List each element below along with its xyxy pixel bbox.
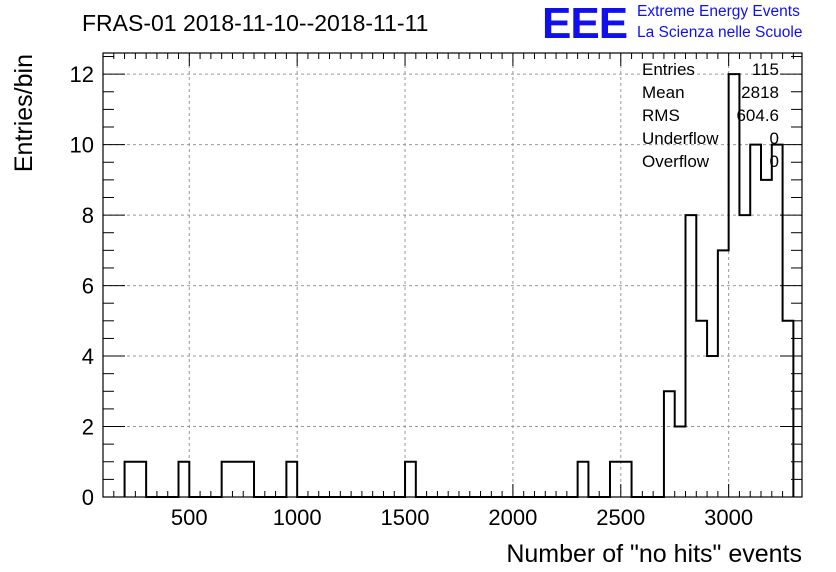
histogram-bin-1500: [405, 462, 416, 497]
y-tick-label-4: 4: [82, 344, 94, 369]
histogram-bin-2850: [696, 321, 707, 497]
histogram-bin-3200: [772, 145, 783, 497]
histogram-bin-700: [232, 462, 243, 497]
stat-value-entries: 115: [751, 60, 779, 79]
histogram-bin-250: [135, 462, 146, 497]
x-tick-label-500: 500: [171, 505, 208, 530]
x-tick-label-2500: 2500: [596, 505, 645, 530]
grid-lines: [103, 53, 802, 497]
plot-frame: [102, 52, 803, 498]
chart-title: FRAS-01 2018-11-10--2018-11-11: [82, 10, 429, 36]
histogram-bin-2750: [675, 427, 686, 497]
stat-label-underflow: Underflow: [642, 129, 719, 148]
tick-labels: 500 1000 1500 2000 2500 3000 0 2 4 6 8 10 12: [70, 62, 754, 530]
histogram-bin-2700: [664, 391, 675, 497]
histogram-bin-2500: [621, 462, 632, 497]
logo-text-line1: Extreme Energy Events: [637, 3, 800, 20]
histogram-bin-950: [286, 462, 297, 497]
histogram-bin-750: [243, 462, 254, 497]
stat-value-rms: 604.6: [736, 106, 779, 125]
stat-value-overflow: 0: [769, 152, 779, 171]
logo-text-line2: La Scienza nelle Scuole: [637, 24, 803, 41]
stat-label-mean: Mean: [642, 83, 685, 102]
y-tick-label-12: 12: [70, 62, 94, 87]
axes: [102, 52, 803, 498]
y-tick-label-10: 10: [70, 133, 94, 158]
stat-value-mean: 2818: [741, 83, 779, 102]
histogram-bin-2450: [610, 462, 621, 497]
histogram-bin-450: [179, 462, 190, 497]
y-tick-label-6: 6: [82, 274, 94, 299]
x-tick-label-3000: 3000: [704, 505, 753, 530]
y-tick-label-2: 2: [82, 415, 94, 440]
histogram-bin-3150: [761, 180, 772, 497]
histogram-bin-3100: [750, 145, 761, 497]
eee-logo: EEE: [542, 0, 628, 48]
histogram-bin-2950: [718, 250, 729, 497]
y-tick-label-0: 0: [82, 485, 94, 510]
stat-label-rms: RMS: [642, 106, 680, 125]
x-axis-label: Number of "no hits" events: [506, 540, 802, 568]
stat-label-overflow: Overflow: [642, 152, 710, 171]
stat-label-entries: Entries: [642, 60, 695, 79]
histogram-bin-2300: [578, 462, 589, 497]
y-tick-label-8: 8: [82, 203, 94, 228]
y-axis-label: Entries/bin: [10, 54, 38, 172]
x-tick-label-2000: 2000: [488, 505, 537, 530]
x-tick-label-1000: 1000: [273, 505, 322, 530]
histogram-bin-650: [222, 462, 233, 497]
x-tick-label-1500: 1500: [381, 505, 430, 530]
histogram-bin-200: [125, 462, 136, 497]
stat-value-underflow: 0: [769, 129, 779, 148]
